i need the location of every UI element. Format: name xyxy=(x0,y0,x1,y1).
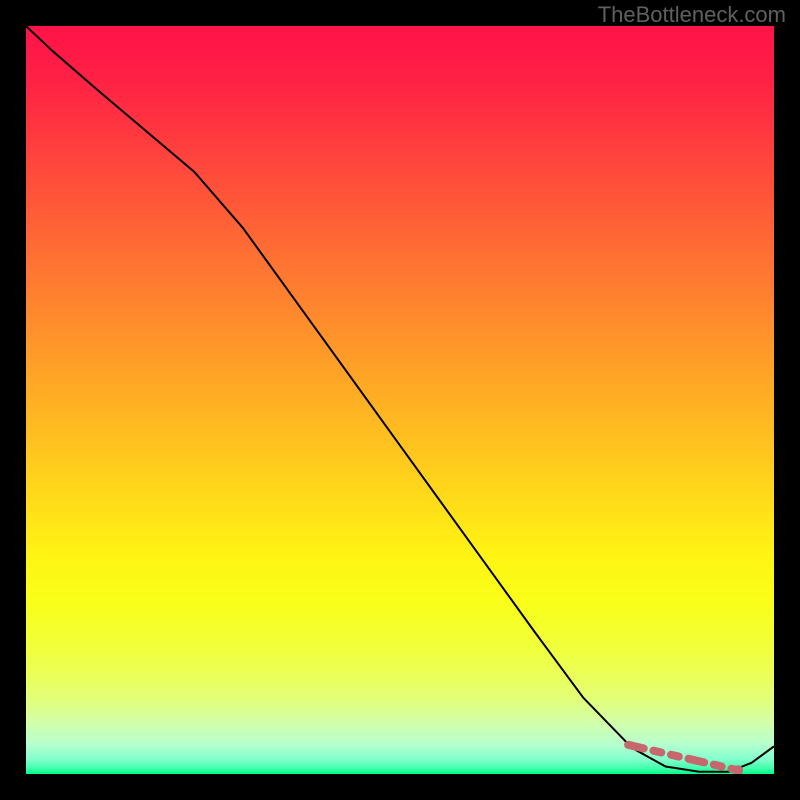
plot-area xyxy=(26,26,774,774)
watermark-text: TheBottleneck.com xyxy=(598,2,786,28)
chart-container: TheBottleneck.com xyxy=(0,0,800,800)
gradient-background xyxy=(26,26,774,774)
